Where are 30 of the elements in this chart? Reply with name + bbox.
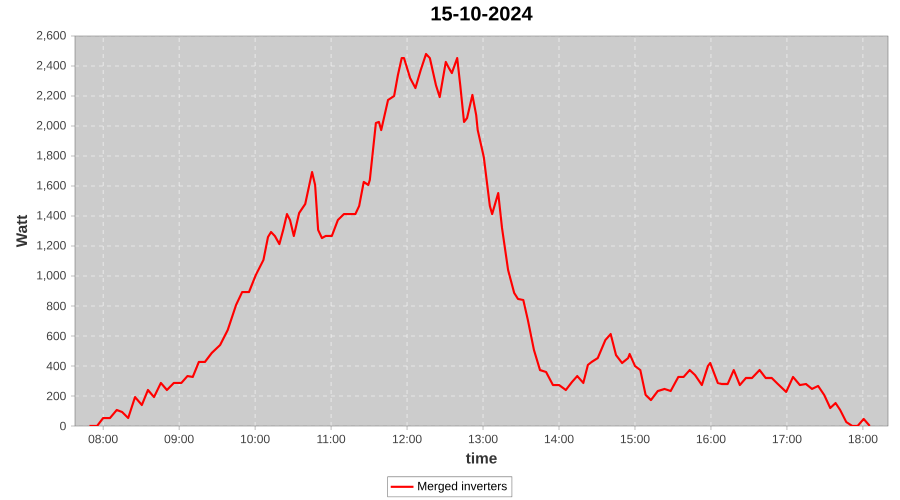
x-tick-label: 18:00: [848, 434, 878, 444]
y-tick-label: 2,200: [36, 91, 66, 101]
line-series: [88, 52, 871, 426]
y-tick-label: 1,800: [37, 151, 66, 161]
y-tick-label: 600: [46, 332, 66, 340]
x-tick-label: 13:00: [468, 434, 498, 444]
y-tick-label: 2,400: [36, 61, 66, 71]
y-tick-label: 400: [46, 362, 66, 370]
legend-label: Merged inverters: [418, 481, 507, 493]
x-tick-label: 14:00: [544, 434, 574, 444]
x-tick-label: 16:00: [696, 434, 726, 444]
x-tick-label: 17:00: [772, 434, 802, 444]
x-tick-label: 12:00: [392, 434, 422, 444]
y-axis-title: Watt: [16, 214, 28, 248]
y-tick-label: 200: [46, 392, 66, 400]
y-tick-label: 2,000: [36, 121, 66, 131]
x-tick-label: 10:00: [240, 434, 270, 444]
y-tick-label: 1,200: [37, 241, 66, 251]
y-tick-label: 1,400: [37, 211, 66, 221]
chart-title: 15-10-2024: [432, 6, 533, 21]
y-tick-label: 1,000: [37, 271, 66, 281]
x-axis-title: time: [466, 452, 497, 464]
y-tick-label: 0: [60, 422, 66, 430]
x-tick-label: 09:00: [164, 434, 194, 444]
y-tick-label: 800: [46, 302, 66, 310]
y-tick-label: 2,600: [36, 31, 66, 41]
x-tick-label: 11:00: [317, 434, 346, 444]
y-tick-label: 1,600: [37, 181, 66, 191]
x-tick-label: 08:00: [88, 434, 118, 444]
x-tick-label: 15:00: [620, 434, 650, 444]
